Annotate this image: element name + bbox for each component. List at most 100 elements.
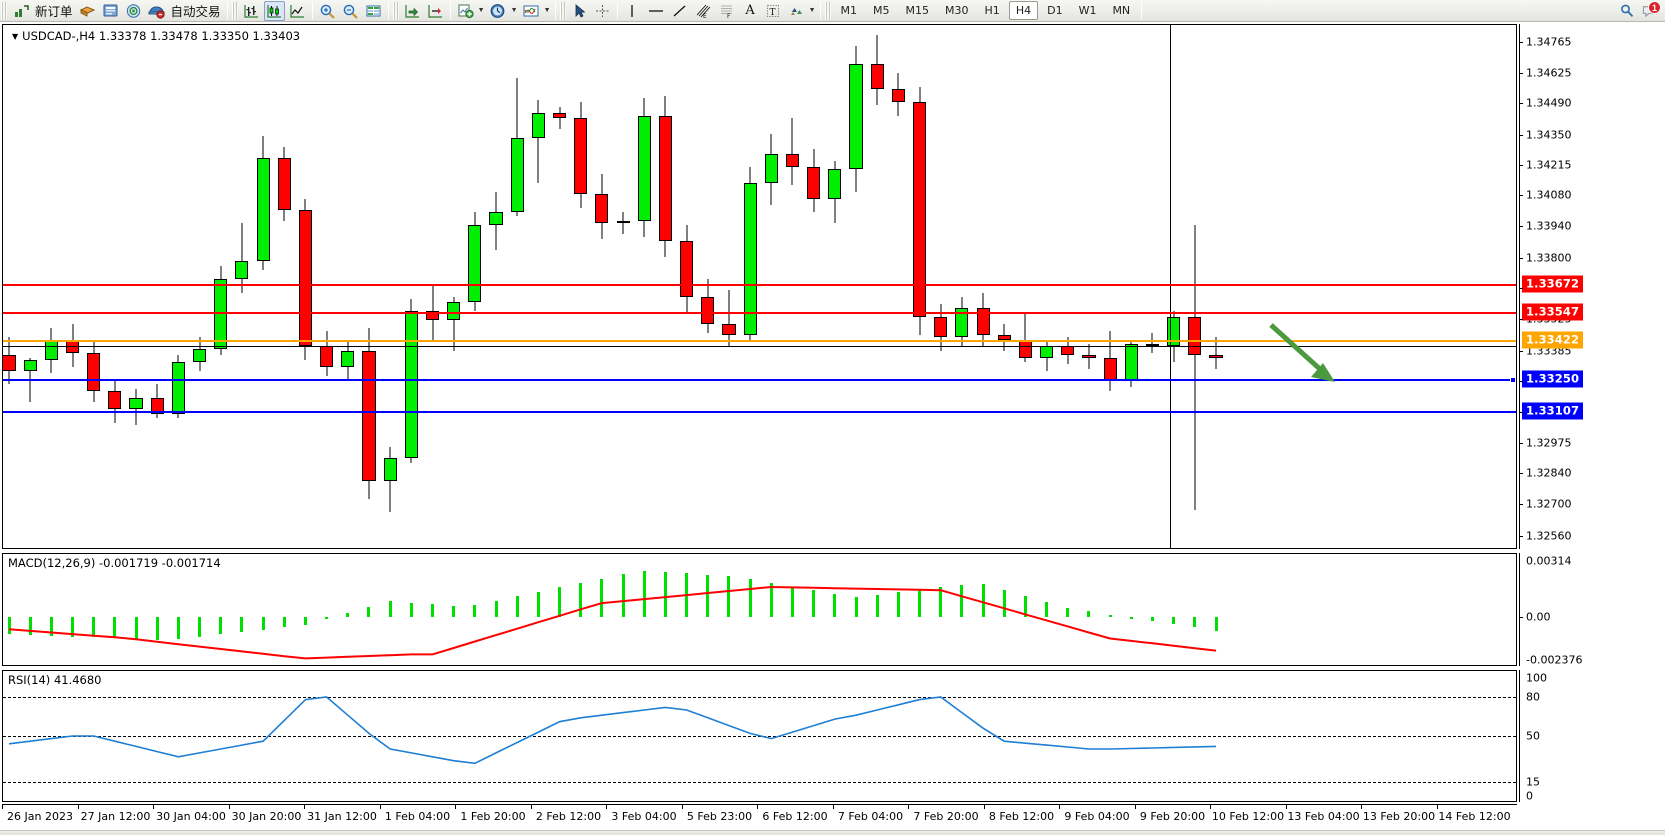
macd-histogram-bar [1129, 617, 1133, 620]
price-plot[interactable] [3, 25, 1516, 548]
zoom-out-button[interactable] [340, 1, 361, 21]
timeframe-grip[interactable] [824, 1, 831, 20]
shapes-dropdown-arrow[interactable]: ▼ [808, 7, 816, 14]
new-order-label[interactable]: 新订单 [35, 4, 73, 19]
chart-shift-button[interactable] [402, 1, 423, 21]
price-axis[interactable]: 1.325601.327001.328401.329751.331101.332… [1519, 24, 1665, 549]
candlestick [912, 25, 927, 548]
candlestick [785, 25, 800, 548]
autotrade-label[interactable]: 自动交易 [170, 4, 221, 19]
timeframe-w1[interactable]: W1 [1078, 4, 1097, 17]
chart-type-grip[interactable] [231, 1, 238, 20]
timeframe-h4[interactable]: H4 [1008, 1, 1039, 20]
vertical-line-button[interactable] [622, 1, 643, 21]
terminal-button[interactable] [100, 1, 121, 21]
indicator-list-button[interactable] [520, 1, 542, 21]
equidistant-channel-button[interactable]: E [692, 1, 714, 21]
support-line-1-tag[interactable]: 1.33250 [1522, 370, 1584, 388]
templates-button[interactable] [455, 1, 476, 21]
support-line-2-tag[interactable]: 1.33107 [1522, 402, 1584, 420]
timeframe-h1[interactable]: H1 [984, 4, 1000, 17]
zoom-in-button[interactable] [317, 1, 338, 21]
cursor-button[interactable] [569, 1, 590, 21]
time-axis-label: 13 Feb 20:00 [1362, 810, 1436, 823]
candle-body-bullish [531, 113, 545, 139]
candle-wick [559, 106, 561, 130]
time-axis-label: 30 Jan 04:00 [156, 810, 226, 823]
data-window-button[interactable] [363, 1, 384, 21]
macd-pane[interactable]: MACD(12,26,9) -0.001719 -0.001714 [2, 553, 1517, 666]
rsi-axis: 100 80 50 15 0 [1519, 670, 1665, 803]
candle-body-bullish [1124, 344, 1138, 380]
time-axis-tick [983, 804, 985, 809]
crosshair-button[interactable] [592, 1, 613, 21]
resistance-line-2-tag[interactable]: 1.33547 [1522, 303, 1584, 321]
timeframe-m15[interactable]: M15 [905, 4, 930, 17]
bar-chart-icon [243, 4, 258, 18]
signals-button[interactable] [123, 1, 144, 21]
timeframe-d1[interactable]: D1 [1047, 4, 1063, 17]
text-label-button[interactable]: T [763, 1, 784, 21]
resistance-line-2[interactable] [3, 312, 1516, 315]
macd-histogram-bar [113, 617, 117, 639]
rsi-plot[interactable] [3, 671, 1516, 801]
candle-body-bearish [1061, 346, 1075, 356]
resistance-line-1[interactable] [3, 284, 1516, 287]
alerts-button[interactable]: 1 [1639, 0, 1661, 21]
auto-scroll-button[interactable] [425, 1, 446, 21]
time-axis-tick [530, 804, 532, 809]
price-pane[interactable]: ▼ USDCAD-,H4 1.33378 1.33478 1.33350 1.33… [2, 24, 1517, 549]
candlestick [383, 25, 397, 548]
horizontal-line-button[interactable] [645, 1, 667, 21]
macd-histogram-bar [1002, 590, 1006, 618]
candlestick [722, 25, 736, 548]
pivot-line[interactable] [3, 340, 1516, 343]
status-bar [0, 830, 1665, 835]
timeframe-mn[interactable]: MN [1112, 4, 1131, 17]
period-button[interactable] [487, 1, 509, 21]
macd-histogram-bar [71, 617, 75, 637]
candle-body-bearish [150, 397, 164, 414]
fibonacci-button[interactable]: F [716, 1, 738, 21]
support-line-1-handle[interactable] [1510, 377, 1516, 383]
time-axis[interactable]: 26 Jan 2023 27 Jan 12:00 30 Jan 04:00 30 Ja… [2, 804, 1517, 828]
autotrade-button[interactable] [146, 1, 167, 21]
chart-menu-caret[interactable]: ▼ [12, 32, 19, 41]
rsi-pane[interactable]: RSI(14) 41.4680 [2, 670, 1517, 802]
text-label-icon: T [767, 4, 780, 18]
line-chart-button[interactable] [287, 1, 308, 21]
candle-body-bearish [997, 335, 1011, 340]
text-button[interactable]: A [740, 1, 761, 21]
indicators-button[interactable] [77, 1, 98, 21]
macd-histogram-bar [219, 617, 223, 635]
time-axis-label: 27 Jan 12:00 [80, 810, 151, 823]
shift-grip[interactable] [392, 1, 399, 20]
trendline-button[interactable] [669, 1, 690, 21]
period-dropdown-arrow[interactable]: ▼ [510, 7, 518, 14]
time-axis-label: 30 Jan 20:00 [231, 810, 302, 823]
support-line-2[interactable] [3, 411, 1516, 414]
time-axis-tick [1134, 804, 1136, 809]
bar-chart-button[interactable] [241, 1, 262, 21]
timeframe-m1[interactable]: M1 [840, 4, 858, 17]
macd-plot[interactable] [3, 554, 1516, 665]
candle-body-bullish [383, 458, 397, 481]
indicator-dropdown-arrow[interactable]: ▼ [543, 7, 551, 14]
candlestick-chart-button[interactable] [263, 0, 285, 21]
search-button[interactable] [1616, 1, 1637, 21]
timeframe-m5[interactable]: M5 [873, 4, 890, 17]
vertical-line-icon [631, 4, 633, 17]
support-line-1[interactable] [3, 379, 1516, 381]
toolbar-grip[interactable] [1, 1, 7, 20]
tools-grip[interactable] [559, 1, 566, 20]
timeframe-m30[interactable]: M30 [945, 4, 969, 17]
resistance-line-1-tag[interactable]: 1.33672 [1522, 275, 1584, 293]
candle-body-bullish [468, 225, 482, 302]
price-tick [1519, 257, 1523, 259]
down-arrow-annotation[interactable] [3, 25, 1516, 548]
templates-dropdown-arrow[interactable]: ▼ [477, 7, 485, 14]
new-order-button[interactable] [10, 1, 31, 21]
candlestick [510, 25, 524, 548]
shapes-button[interactable] [786, 1, 807, 21]
pivot-line-tag[interactable]: 1.33422 [1522, 331, 1584, 349]
